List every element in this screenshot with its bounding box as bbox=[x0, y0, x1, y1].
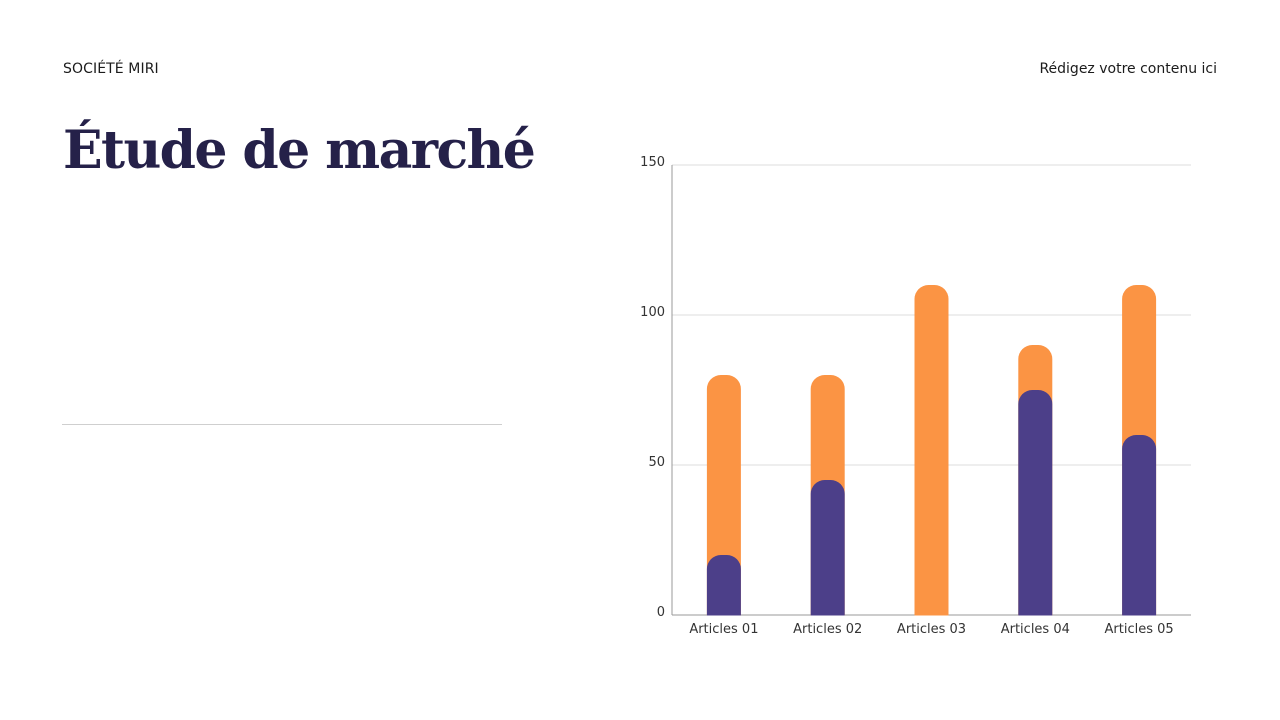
x-axis-ticks: Articles 01 Articles 02 Articles 03 Article… bbox=[689, 622, 1173, 637]
bar-bottom-segment bbox=[1122, 435, 1157, 629]
bar-bottom-segment bbox=[706, 555, 741, 629]
x-tick-label: Articles 01 bbox=[689, 622, 758, 637]
x-tick-label: Articles 05 bbox=[1105, 622, 1174, 637]
y-axis-ticks: 0 50 100 150 bbox=[640, 155, 665, 620]
slide-title: Étude de marché bbox=[63, 120, 536, 181]
y-tick-label: 100 bbox=[640, 305, 665, 320]
x-tick-label: Articles 03 bbox=[897, 622, 966, 637]
x-tick-label: Articles 04 bbox=[1001, 622, 1070, 637]
bar-bottom-segment bbox=[1018, 390, 1053, 629]
company-name: SOCIÉTÉ MIRI bbox=[63, 61, 159, 77]
y-tick-label: 150 bbox=[640, 155, 665, 170]
bar-top-segment bbox=[914, 285, 949, 629]
bars bbox=[673, 285, 1192, 632]
bar-bottom-segment bbox=[810, 480, 845, 629]
y-tick-label: 50 bbox=[648, 455, 665, 470]
y-tick-label: 0 bbox=[657, 605, 665, 620]
baseline-mask bbox=[673, 615, 1192, 632]
header-placeholder-text: Rédigez votre contenu ici bbox=[1039, 61, 1217, 77]
x-tick-label: Articles 02 bbox=[793, 622, 862, 637]
divider-line bbox=[62, 424, 502, 425]
